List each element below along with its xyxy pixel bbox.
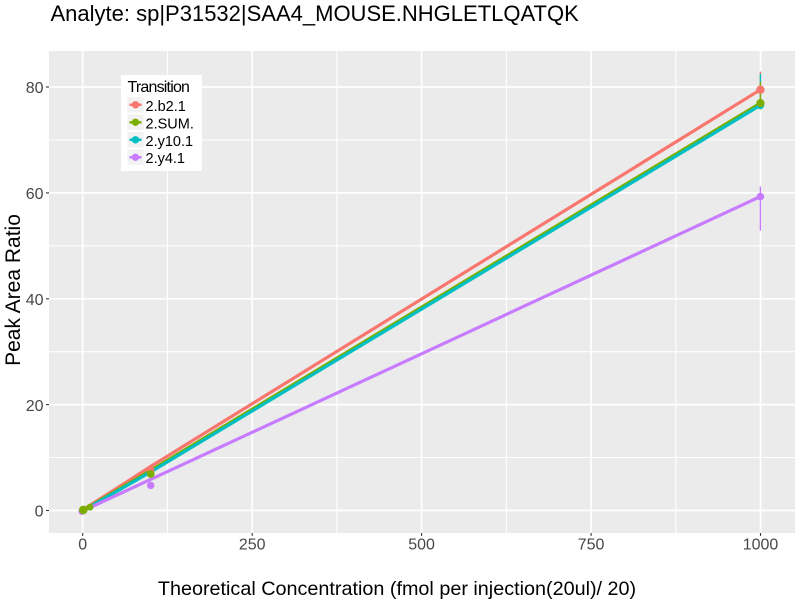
svg-text:0: 0 <box>78 537 87 554</box>
svg-text:750: 750 <box>578 537 605 554</box>
svg-text:60: 60 <box>26 186 44 203</box>
svg-text:2.y10.1: 2.y10.1 <box>146 134 194 150</box>
svg-text:2.y4.1: 2.y4.1 <box>146 151 186 167</box>
svg-text:2.SUM.: 2.SUM. <box>146 116 194 132</box>
svg-text:1000: 1000 <box>743 537 779 554</box>
svg-text:500: 500 <box>408 537 435 554</box>
svg-text:Theoretical Concentration (fmo: Theoretical Concentration (fmol per inje… <box>158 578 636 600</box>
svg-text:40: 40 <box>26 292 44 309</box>
svg-text:0: 0 <box>35 504 44 521</box>
svg-text:80: 80 <box>26 80 44 97</box>
svg-text:20: 20 <box>26 398 44 415</box>
svg-text:Transition: Transition <box>128 79 190 96</box>
svg-text:Peak Area Ratio: Peak Area Ratio <box>2 214 25 366</box>
svg-text:Analyte: sp|P31532|SAA4_MOUSE.: Analyte: sp|P31532|SAA4_MOUSE.NHGLETLQAT… <box>51 1 580 26</box>
svg-text:250: 250 <box>239 537 266 554</box>
svg-text:2.b2.1: 2.b2.1 <box>146 99 186 115</box>
